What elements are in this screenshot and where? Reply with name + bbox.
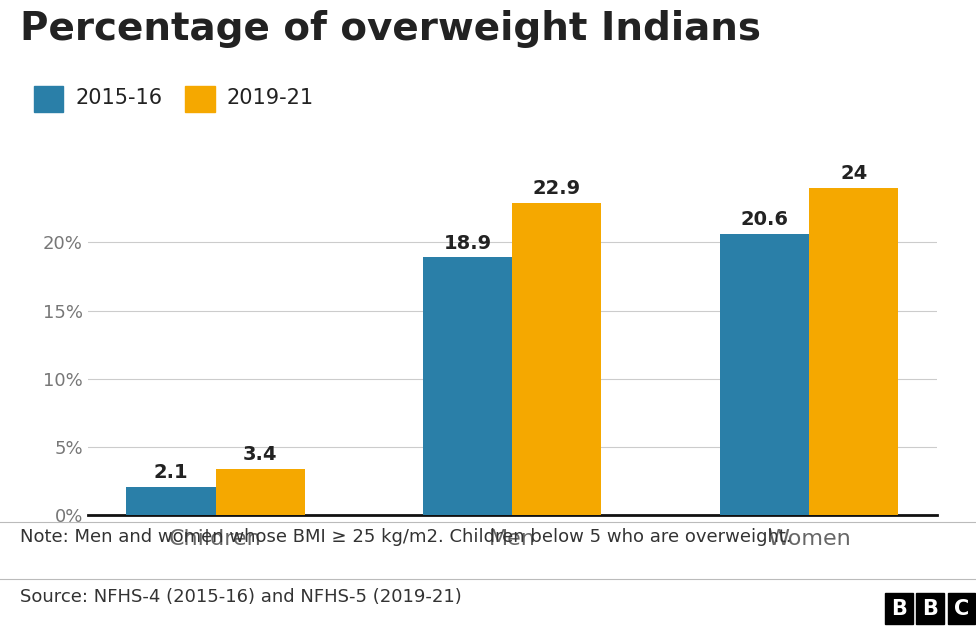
Text: 2.1: 2.1: [153, 463, 188, 482]
Text: 18.9: 18.9: [444, 234, 492, 253]
Text: C: C: [954, 598, 969, 619]
Bar: [216, 469, 305, 515]
Text: Source: NFHS-4 (2015-16) and NFHS-5 (2019-21): Source: NFHS-4 (2015-16) and NFHS-5 (201…: [20, 588, 462, 605]
Bar: [720, 234, 809, 515]
Bar: [127, 486, 216, 515]
Text: 24: 24: [840, 164, 868, 183]
Text: 2015-16: 2015-16: [75, 88, 162, 108]
Text: 22.9: 22.9: [533, 179, 581, 198]
Text: 2019-21: 2019-21: [226, 88, 313, 108]
Text: Note: Men and women whose BMI ≥ 25 kg/m2. Children below 5 who are overweight.: Note: Men and women whose BMI ≥ 25 kg/m2…: [20, 528, 792, 546]
Text: B: B: [891, 598, 907, 619]
Text: B: B: [922, 598, 938, 619]
Bar: [424, 257, 512, 515]
Bar: [512, 203, 601, 515]
Bar: [809, 188, 898, 515]
Text: Percentage of overweight Indians: Percentage of overweight Indians: [20, 10, 760, 47]
Text: 3.4: 3.4: [243, 445, 277, 464]
Text: 20.6: 20.6: [741, 211, 789, 229]
